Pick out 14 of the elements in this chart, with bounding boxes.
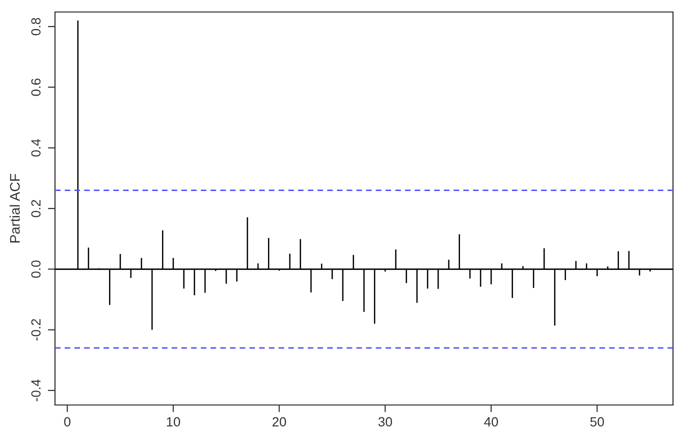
x-tick-label: 10 bbox=[166, 417, 180, 426]
y-tick-label: -0.2 bbox=[31, 319, 41, 341]
x-tick-label: 0 bbox=[64, 417, 70, 426]
y-tick-label: 0.8 bbox=[31, 18, 41, 36]
y-tick-label: 0.0 bbox=[31, 260, 41, 278]
x-tick-label: 40 bbox=[484, 417, 498, 426]
x-tick-label: 20 bbox=[272, 417, 286, 426]
y-tick-label: -0.4 bbox=[31, 379, 41, 402]
y-tick-label: 0.4 bbox=[31, 139, 41, 157]
y-tick-label: 0.6 bbox=[31, 78, 41, 96]
x-tick-label: 50 bbox=[590, 417, 604, 426]
y-axis-title: Partial ACF bbox=[10, 174, 20, 242]
x-tick-label: 30 bbox=[378, 417, 392, 426]
y-tick-label: 0.2 bbox=[31, 200, 41, 218]
